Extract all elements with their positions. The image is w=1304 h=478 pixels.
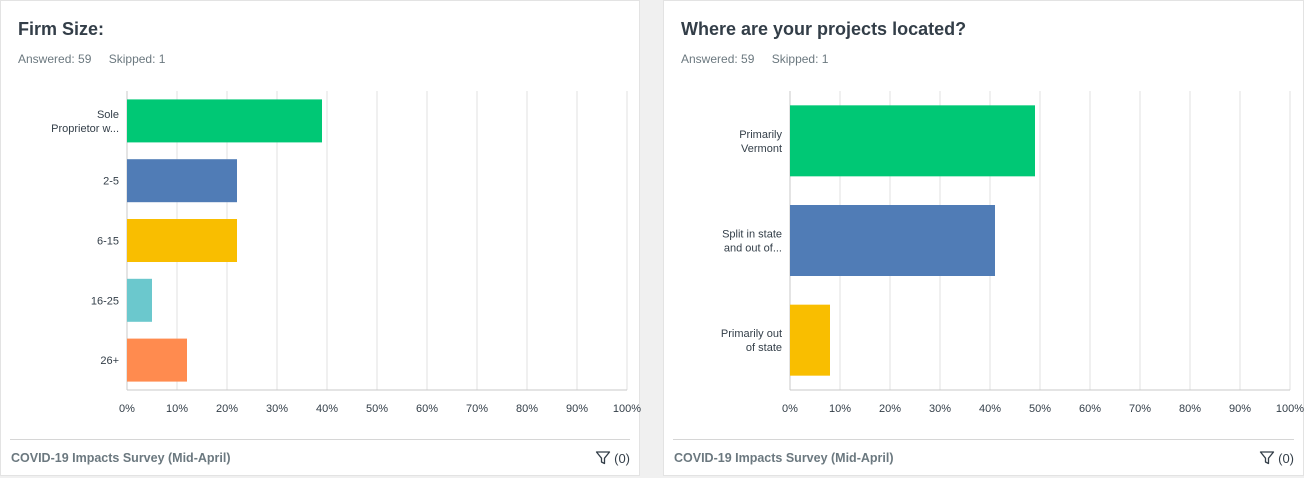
x-tick-label: 100% [613,403,641,415]
skipped-count: Skipped: 1 [771,52,829,66]
x-tick-label: 90% [1229,403,1251,415]
bar [790,205,995,276]
filter-button[interactable]: (0) [595,450,630,466]
category-label: of state [746,342,782,354]
answered-count: Answered: 59 [681,52,755,66]
project-location-card: Where are your projects located? Answere… [663,0,1304,476]
x-tick-label: 100% [1276,403,1304,415]
card-footer: COVID-19 Impacts Survey (Mid-April) (0) [10,439,630,477]
question-title: Where are your projects located? [681,19,967,39]
category-label: Primarily [739,129,782,141]
category-label: Sole [97,109,119,121]
bar [127,338,187,382]
category-label: 26+ [100,355,119,367]
x-tick-label: 10% [166,403,188,415]
category-label: Split in state [722,229,782,241]
firm-size-bar-chart: 0% 10% 20% 30% 40% 50% 60% 70% 80% 90% 100% Sole Pro… [51,91,641,415]
filter-icon [1259,451,1275,465]
x-tick-label: 60% [1079,403,1101,415]
x-tick-label: 30% [266,403,288,415]
x-tick-label: 40% [316,403,338,415]
category-label: Vermont [741,143,782,155]
category-label: 6-15 [97,236,119,248]
x-tick-label: 0% [119,403,135,415]
filter-icon [595,451,611,465]
bar [127,159,237,203]
skipped-count: Skipped: 1 [108,52,166,66]
filter-count: (0) [1278,450,1294,466]
project-location-bar-chart: 0% 10% 20% 30% 40% 50% 60% 70% 80% 90% 100% Primari… [721,91,1304,415]
x-tick-label: 10% [829,403,851,415]
response-counts: Answered: 59 Skipped: 1 [681,52,842,66]
category-label: 2-5 [103,176,119,188]
x-tick-label: 20% [879,403,901,415]
bar [790,105,1035,177]
question-title: Firm Size: [18,19,105,39]
x-tick-label: 80% [516,403,538,415]
category-label: and out of... [724,243,782,255]
filter-button[interactable]: (0) [1259,450,1294,466]
response-counts: Answered: 59 Skipped: 1 [18,52,179,66]
answered-count: Answered: 59 [18,52,92,66]
bar [127,99,322,143]
x-tick-label: 50% [1029,403,1051,415]
firm-size-card: Firm Size: Answered: 59 Skipped: 1 0% 10%… [0,0,641,477]
x-tick-label: 60% [416,403,438,415]
card-footer: COVID-19 Impacts Survey (Mid-April) (0) [673,439,1294,477]
category-label: 16-25 [91,295,119,307]
bar [790,304,830,376]
bar [127,278,152,322]
category-label: Primarily out [721,328,782,340]
category-label: Proprietor w... [51,123,119,135]
x-tick-label: 90% [566,403,588,415]
x-tick-label: 80% [1179,403,1201,415]
x-tick-label: 30% [929,403,951,415]
survey-name: COVID-19 Impacts Survey (Mid-April) [674,451,894,465]
x-tick-label: 40% [979,403,1001,415]
x-tick-label: 20% [216,403,238,415]
x-tick-label: 50% [366,403,388,415]
x-tick-label: 70% [466,403,488,415]
bar [127,219,237,262]
survey-name: COVID-19 Impacts Survey (Mid-April) [11,451,231,465]
filter-count: (0) [614,450,630,466]
x-tick-label: 70% [1129,403,1151,415]
x-tick-label: 0% [782,403,798,415]
